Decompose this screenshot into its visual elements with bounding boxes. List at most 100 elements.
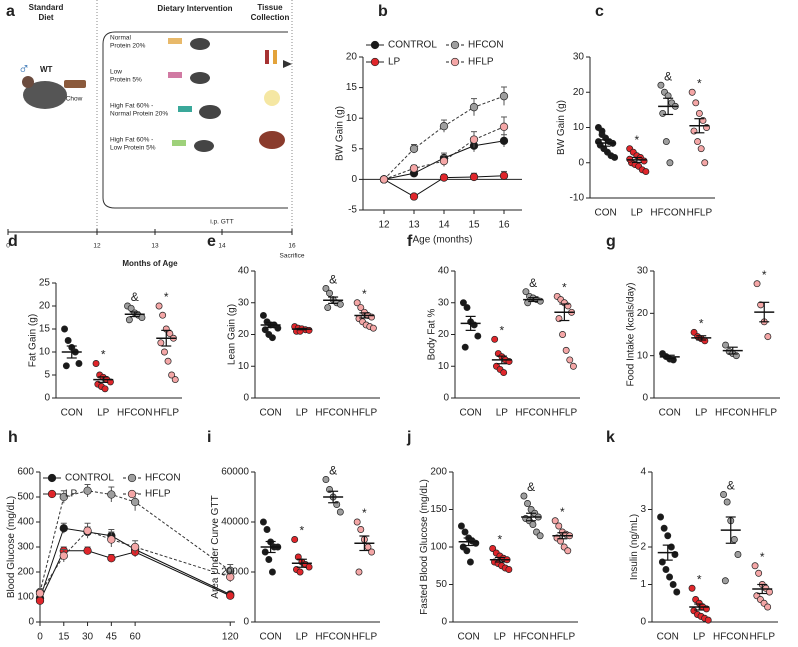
data-point (296, 568, 304, 576)
arrow (283, 60, 292, 68)
data-point (83, 526, 92, 535)
data-point (666, 573, 674, 581)
y-tick-label: 2 (640, 542, 646, 553)
data-point (701, 337, 709, 345)
significance-marker: * (500, 323, 505, 337)
y-tick-label: 600 (17, 467, 34, 478)
data-point (59, 551, 68, 560)
diet-label: Low (110, 69, 122, 76)
data-point (305, 563, 313, 571)
legend-marker (127, 473, 137, 483)
legend-label: LP (65, 489, 78, 500)
data-point (83, 546, 92, 555)
x-tick-label: HFCON (117, 408, 153, 419)
data-point (723, 498, 731, 506)
y-tick-label: 100 (430, 542, 447, 553)
data-point (138, 314, 146, 321)
legend-marker (47, 489, 57, 499)
data-point (469, 103, 479, 112)
timeline-label: 14 (218, 243, 226, 250)
data-point (353, 299, 361, 307)
data-point (755, 569, 763, 577)
data-point (35, 596, 45, 605)
data-point (720, 491, 728, 498)
data-point (268, 568, 276, 576)
x-tick-label: 16 (498, 220, 510, 231)
data-point (664, 532, 672, 540)
panel-label: b (378, 3, 388, 20)
data-point (157, 339, 165, 347)
data-point (92, 360, 100, 367)
timeline-label: 0 (6, 243, 10, 250)
y-tick-label: 0 (642, 393, 648, 404)
series-line (39, 550, 231, 601)
data-point (160, 348, 168, 356)
y-tick-label: 20 (438, 329, 450, 340)
diet-label: Protein 20% (110, 43, 146, 50)
data-point (569, 362, 577, 370)
data-point (439, 122, 449, 131)
stage-title: Standard (29, 3, 64, 12)
panel-label: d (8, 233, 18, 250)
x-tick-label: HFLP (352, 632, 378, 643)
data-point (469, 135, 479, 144)
strain: WT (40, 65, 53, 74)
chart-panel: i 0 20000 40000 60000 Area Under Curve GTT CON… (207, 429, 380, 643)
data-point (522, 288, 530, 296)
y-tick-label: 10 (573, 122, 585, 133)
data-point (559, 331, 567, 338)
legend-label: HFLP (468, 57, 494, 68)
y-tick-label: -10 (570, 193, 585, 204)
x-tick-label: CON (659, 408, 681, 419)
panel-label: e (207, 233, 216, 250)
x-tick-label: CON (595, 208, 617, 219)
data-point (489, 545, 497, 552)
data-point (701, 159, 709, 167)
data-point (268, 334, 276, 342)
data-point (409, 164, 419, 173)
x-tick-label: LP (494, 632, 507, 643)
chart-panel: e 0 10 20 30 40 Lean Gain (g) CON LP HFCON & HFLP * (207, 233, 380, 419)
panel-a: a Standard Diet Dietary Intervention Tis… (6, 0, 305, 268)
y-axis-title: Food Intake (kcals/day) (626, 283, 637, 387)
data-point (764, 603, 772, 611)
y-tick-label: 0 (351, 174, 357, 185)
data-point (305, 326, 313, 334)
legend-label: HFCON (145, 473, 181, 484)
data-point (226, 591, 235, 600)
x-tick-label: 12 (378, 220, 390, 231)
data-point (461, 343, 469, 351)
x-tick-label: HFCON (315, 408, 351, 419)
y-tick-label: 5 (44, 370, 50, 381)
chart-panel: b -5 0 5 10 15 20 BW Gain (g) 12 13 14 15 16 Age (mon… (335, 3, 522, 246)
data-point (168, 371, 176, 379)
x-tick-label: CON (260, 632, 282, 643)
panel-label: a (6, 3, 15, 20)
data-point (357, 304, 365, 311)
data-point (107, 535, 116, 544)
y-tick-label: 25 (39, 278, 51, 289)
data-point (751, 562, 759, 570)
data-point (459, 299, 467, 307)
data-point (704, 616, 712, 624)
significance-marker: & (529, 276, 537, 290)
data-point (529, 521, 537, 528)
legend-marker (127, 489, 137, 499)
data-point (322, 285, 330, 292)
y-tick-label: 15 (39, 324, 51, 335)
x-tick-label: 15 (58, 632, 70, 643)
bracket (102, 31, 288, 209)
significance-marker: & (131, 290, 139, 304)
timeline-label: 16 (288, 243, 296, 250)
data-point (61, 325, 69, 333)
data-point (730, 536, 738, 543)
y-tick-label: 4 (640, 467, 646, 478)
data-point (566, 356, 574, 364)
legend-label: LP (388, 57, 401, 68)
data-point (326, 289, 333, 297)
y-tick-label: 50 (436, 579, 448, 590)
data-point (59, 524, 68, 533)
y-tick-label: 20 (346, 52, 358, 63)
